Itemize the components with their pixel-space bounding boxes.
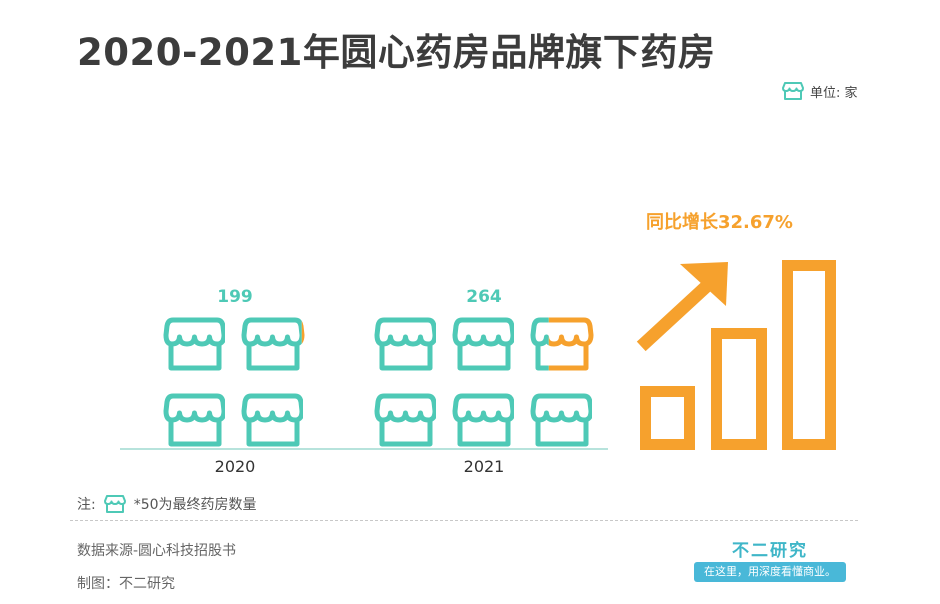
page-title: 2020-2021年圆心药房品牌旗下药房	[77, 31, 716, 74]
store-icon-2021-3	[374, 317, 436, 371]
store-icon	[103, 495, 126, 513]
brand-name: 不二研究	[732, 541, 808, 561]
growth-arrow-shaft	[636, 273, 720, 352]
store-icon-2020-3	[241, 317, 305, 371]
chart-note: 注: *50为最终药房数量	[77, 494, 257, 514]
unit-label: 单位: 家	[782, 80, 858, 102]
bar-group-2021: 264 2021	[374, 287, 594, 476]
growth-label: 同比增长32.67%	[646, 211, 793, 233]
brand-logo: 不二研究 在这里，用深度看懂商业。	[682, 536, 858, 586]
growth-bar-large	[782, 260, 836, 450]
store-icon-2021-4	[452, 317, 514, 371]
store-icon	[782, 82, 804, 100]
note-prefix: 注:	[77, 497, 96, 513]
store-icon-2021-5	[530, 317, 594, 371]
footer-divider	[70, 520, 858, 521]
store-icon-2020-0	[163, 393, 225, 447]
x-tick-label-2021: 2021	[464, 457, 505, 476]
store-icon-2021-0	[374, 393, 436, 447]
growth-bar-small	[640, 386, 695, 450]
store-icon-2020-2	[163, 317, 225, 371]
growth-bar-medium	[711, 328, 767, 450]
unit-text: 单位: 家	[810, 85, 858, 101]
growth-graphic: 同比增长32.67%	[636, 211, 836, 450]
store-icon-2021-2	[530, 393, 592, 447]
data-source: 数据来源-圆心科技招股书	[77, 543, 237, 559]
growth-arrow-head	[680, 262, 728, 306]
x-tick-label-2020: 2020	[215, 457, 256, 476]
chart-maker: 制图：不二研究	[77, 576, 175, 592]
store-icon-2021-1	[452, 393, 514, 447]
data-label-2021: 264	[466, 287, 502, 307]
brand-slogan: 在这里，用深度看懂商业。	[694, 562, 846, 582]
bar-group-2020: 199 2020	[163, 287, 305, 476]
store-icon-2020-1	[241, 393, 303, 447]
data-label-2020: 199	[217, 287, 253, 307]
note-text: *50为最终药房数量	[133, 497, 257, 513]
